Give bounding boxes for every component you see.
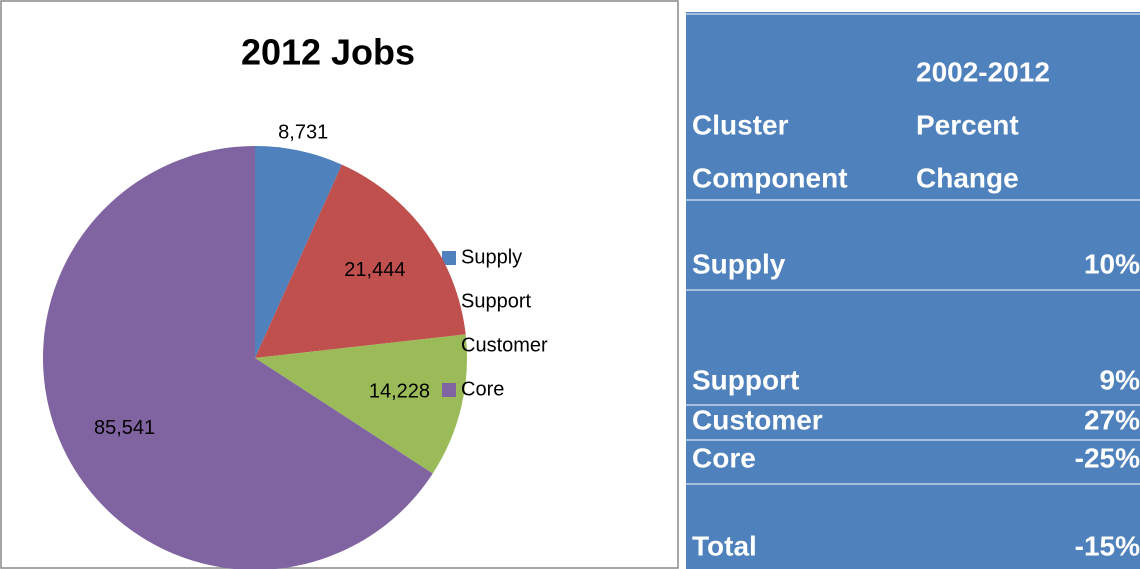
data-label: 8,731 — [278, 121, 328, 143]
legend-label: Support — [461, 290, 531, 312]
row-value: 10% — [1084, 248, 1140, 279]
row-label: Core — [692, 442, 756, 473]
legend-label: Core — [461, 378, 504, 400]
row-label: Customer — [692, 404, 823, 435]
pie-slice — [255, 146, 342, 358]
legend-label: Customer — [461, 334, 548, 356]
data-label: 14,228 — [369, 380, 430, 402]
legend-label: Supply — [461, 246, 522, 268]
row-label: Total — [692, 530, 757, 561]
header-cell: Percent — [916, 109, 1019, 140]
row-label: Support — [692, 364, 799, 395]
pie-slice — [43, 146, 433, 569]
row-value: -25% — [1075, 442, 1140, 473]
data-label: 85,541 — [94, 417, 155, 439]
legend-swatch — [442, 339, 456, 353]
header-cell: Component — [692, 162, 848, 193]
chart-title: 2012 Jobs — [241, 32, 415, 73]
row-value: 9% — [1100, 364, 1140, 395]
row-label: Supply — [692, 248, 786, 279]
legend-swatch — [442, 251, 456, 265]
header-cell: 2002-2012 — [916, 56, 1050, 87]
row-value: -15% — [1075, 530, 1140, 561]
header-cell: Cluster — [692, 109, 789, 140]
header-cell: Change — [916, 162, 1019, 193]
legend-swatch — [442, 383, 456, 397]
row-value: 27% — [1084, 404, 1140, 435]
legend-swatch — [442, 295, 456, 309]
pie-slice — [255, 334, 467, 474]
data-label: 21,444 — [344, 259, 405, 281]
pie-slice — [255, 164, 466, 358]
